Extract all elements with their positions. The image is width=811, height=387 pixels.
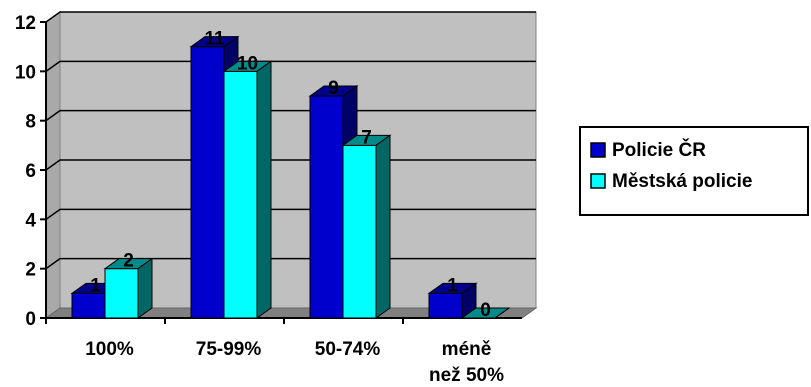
data-label: 2 bbox=[123, 251, 134, 272]
legend-swatch bbox=[590, 173, 606, 189]
x-tick-label-line: než 50% bbox=[429, 365, 504, 386]
bar-side bbox=[494, 307, 510, 319]
legend-swatch bbox=[590, 142, 606, 158]
bar-side bbox=[137, 257, 153, 319]
bar-front bbox=[190, 46, 225, 319]
data-label: 1 bbox=[90, 275, 101, 296]
bar-front bbox=[309, 95, 344, 319]
y-tick-label: 2 bbox=[25, 260, 36, 281]
x-tick-label-line: 50-74% bbox=[315, 339, 381, 360]
legend-box bbox=[579, 126, 809, 216]
gridline bbox=[45, 11, 536, 23]
data-label: 9 bbox=[328, 78, 339, 99]
bar-side bbox=[375, 134, 391, 319]
x-tick-label: 75-99% bbox=[196, 339, 262, 360]
x-tick-label: 100% bbox=[85, 339, 134, 360]
data-label: 10 bbox=[237, 53, 258, 74]
x-tick-label-line: 75-99% bbox=[196, 339, 262, 360]
bar bbox=[460, 307, 511, 319]
y-tick-label: 0 bbox=[25, 309, 36, 330]
data-label: 11 bbox=[204, 29, 225, 50]
gridline bbox=[45, 60, 536, 72]
x-tick-label-line: 100% bbox=[85, 339, 134, 360]
bar-front bbox=[342, 144, 377, 319]
x-tick-label-line: méně bbox=[442, 339, 492, 360]
x-tick-label: méně než 50% bbox=[429, 339, 504, 386]
bar-side bbox=[256, 60, 272, 319]
legend-label: Policie ČR bbox=[612, 139, 706, 161]
legend-label: Městská policie bbox=[612, 171, 752, 192]
data-label: 0 bbox=[480, 300, 491, 321]
y-tick-label: 4 bbox=[25, 210, 36, 231]
y-tick-label: 10 bbox=[15, 62, 36, 83]
data-label: 1 bbox=[447, 275, 458, 296]
bar bbox=[103, 257, 154, 319]
bar-front bbox=[223, 70, 258, 319]
y-tick-label: 6 bbox=[25, 161, 36, 182]
bar bbox=[341, 134, 392, 319]
bar-front bbox=[104, 268, 139, 319]
bar-front bbox=[428, 292, 463, 319]
x-tick-label: 50-74% bbox=[315, 339, 381, 360]
bar-front bbox=[71, 292, 106, 319]
y-tick-label: 12 bbox=[15, 13, 36, 34]
legend: Policie ČR Městská policie bbox=[579, 126, 809, 216]
bar bbox=[222, 60, 273, 319]
data-label: 7 bbox=[361, 127, 372, 148]
gridline bbox=[45, 109, 536, 122]
y-tick-label: 8 bbox=[25, 112, 36, 133]
